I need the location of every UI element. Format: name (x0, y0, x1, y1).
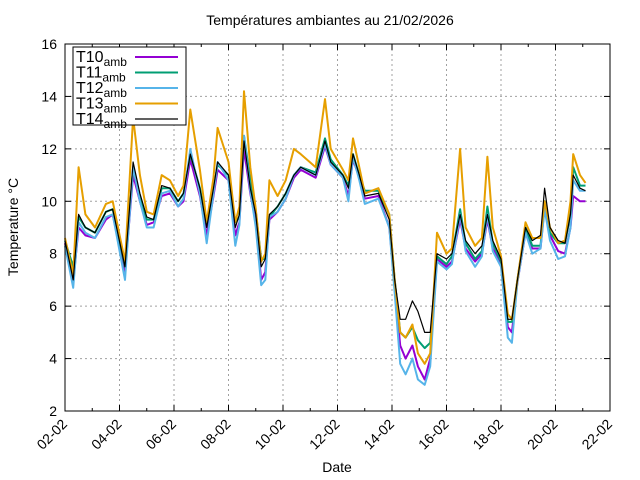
legend-box (72, 46, 187, 126)
legend-label-t10: T10amb (76, 49, 127, 69)
series-line-t12 (64, 134, 586, 386)
y-tick-label: 16 (41, 36, 57, 52)
legend-name: T13 (76, 96, 104, 113)
y-tick-label: 8 (49, 246, 57, 262)
legend-subscript: amb (104, 55, 128, 69)
legend-subscript: amb (102, 71, 126, 85)
legend-subscript: amb (104, 86, 128, 100)
y-tick-label: 2 (49, 403, 57, 419)
chart-title: Températures ambiantes au 21/02/2026 (206, 12, 454, 28)
legend-label-t12: T12amb (76, 80, 127, 100)
legend-label-t14: T14amb (76, 111, 127, 131)
y-tick-label: 12 (41, 141, 57, 157)
y-axis-label: Temperature °C (5, 178, 21, 276)
legend-subscript: amb (104, 117, 128, 131)
y-tick-label: 14 (41, 88, 57, 104)
y-tick-label: 4 (49, 351, 57, 367)
legend-label-t13: T13amb (76, 96, 127, 116)
legend-name: T14 (76, 111, 104, 128)
legend-subscript: amb (104, 102, 128, 116)
x-axis-label: Date (322, 459, 352, 475)
legend-name: T12 (76, 80, 104, 97)
plot-border (64, 43, 611, 412)
y-tick-label: 6 (49, 298, 57, 314)
legend-label-t11: T11amb (76, 65, 126, 85)
series-lines (64, 90, 587, 386)
legend-name: T10 (76, 49, 104, 66)
y-tick-label: 10 (41, 193, 57, 209)
series-line-t13 (64, 90, 587, 365)
series-line-t14 (64, 140, 586, 333)
legend-name: T11 (76, 65, 102, 82)
